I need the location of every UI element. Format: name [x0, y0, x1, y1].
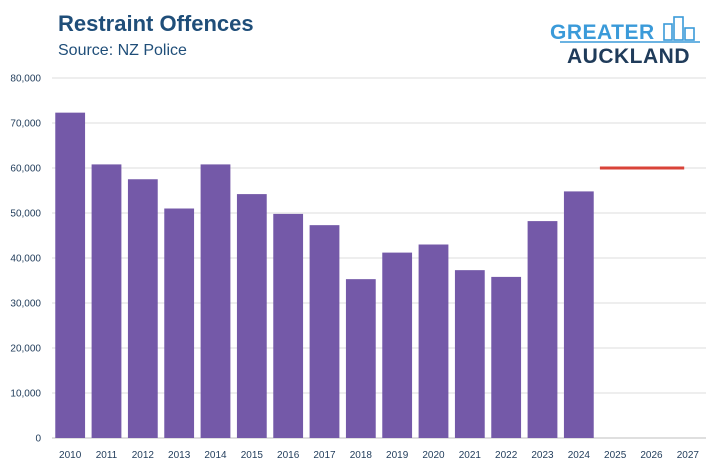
- bar-2012: [127, 179, 158, 438]
- x-axis: 2010 2011 2012 2013 2014 2015 2016 2017 2018 2019…: [59, 450, 699, 461]
- logo-line-1: GREATER: [550, 21, 655, 44]
- bar-2024: [563, 191, 594, 438]
- x-tick-label: 2024: [568, 450, 591, 461]
- x-tick-label: 2020: [422, 450, 445, 461]
- x-tick-label: 2013: [168, 450, 191, 461]
- logo-line-2: AUCKLAND: [567, 45, 690, 68]
- x-tick-label: 2021: [459, 450, 482, 461]
- bar-2019: [382, 252, 413, 438]
- x-tick-label: 2022: [495, 450, 518, 461]
- bar-2013: [164, 208, 195, 438]
- x-tick-label: 2011: [96, 450, 118, 461]
- y-tick-label: 40,000: [10, 254, 41, 265]
- bar-2020: [418, 244, 449, 438]
- bar-2021: [454, 270, 485, 438]
- bar-2010: [55, 112, 86, 439]
- x-tick-label: 2018: [350, 450, 373, 461]
- x-tick-label: 2010: [59, 450, 82, 461]
- x-tick-label: 2023: [531, 450, 554, 461]
- x-tick-label: 2012: [132, 450, 155, 461]
- y-tick-label: 10,000: [10, 389, 41, 400]
- y-tick-label: 0: [35, 434, 41, 445]
- y-tick-label: 70,000: [10, 119, 41, 130]
- y-tick-label: 60,000: [10, 164, 41, 175]
- bar-2017: [309, 225, 340, 438]
- gridlines: [52, 77, 706, 439]
- x-tick-label: 2016: [277, 450, 300, 461]
- bar-2018: [345, 279, 376, 438]
- y-tick-label: 80,000: [10, 74, 41, 85]
- bar-2023: [527, 221, 558, 438]
- bar-2014: [200, 164, 231, 438]
- chart-subtitle: Source: NZ Police: [58, 42, 187, 59]
- x-tick-label: 2025: [604, 450, 627, 461]
- greater-auckland-logo: GREATER AUCKLAND: [550, 16, 700, 68]
- bar-2011: [91, 164, 122, 438]
- x-tick-label: 2027: [677, 450, 700, 461]
- y-tick-label: 30,000: [10, 299, 41, 310]
- x-tick-label: 2026: [640, 450, 663, 461]
- x-tick-label: 2015: [241, 450, 264, 461]
- y-tick-label: 50,000: [10, 209, 41, 220]
- chart-title: Restraint Offences: [58, 11, 254, 36]
- y-axis: 0 10,000 20,000 30,000 40,000 50,000 60,000 70,…: [10, 74, 41, 445]
- bar-2022: [491, 276, 522, 438]
- y-tick-label: 20,000: [10, 344, 41, 355]
- bars: [55, 112, 594, 439]
- bar-2015: [236, 194, 267, 438]
- bar-2016: [273, 213, 304, 438]
- skyline-icon: [560, 16, 700, 43]
- x-tick-label: 2017: [313, 450, 336, 461]
- x-tick-label: 2014: [204, 450, 227, 461]
- x-tick-label: 2019: [386, 450, 409, 461]
